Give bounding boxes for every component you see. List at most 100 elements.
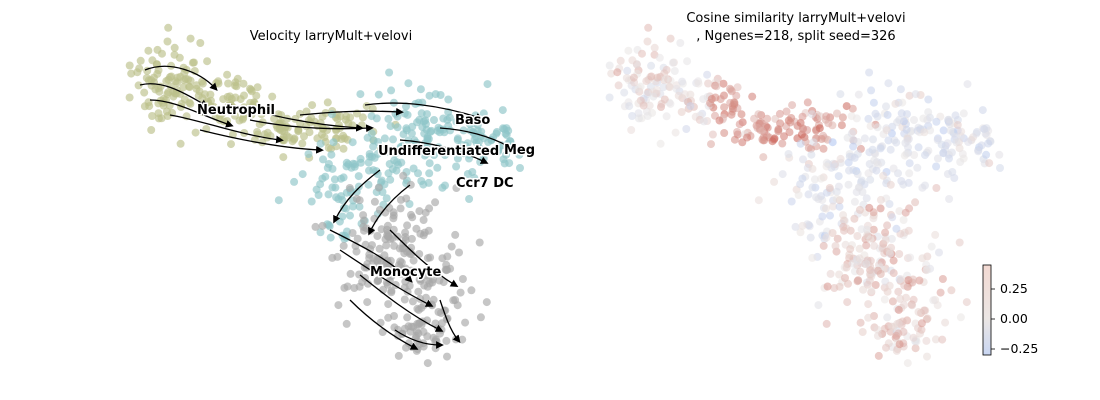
- cell-point: [865, 69, 873, 77]
- cell-point: [792, 223, 800, 231]
- cell-point: [477, 313, 485, 321]
- cell-point: [826, 184, 834, 192]
- cell-point: [316, 180, 324, 188]
- cell-point: [268, 93, 276, 101]
- cell-point: [385, 204, 393, 212]
- cell-point: [387, 86, 395, 94]
- cell-point: [905, 204, 913, 212]
- cell-point: [357, 155, 365, 163]
- cell-point: [799, 222, 807, 230]
- cell-point: [369, 143, 377, 151]
- cell-point: [675, 92, 683, 100]
- cell-point: [940, 149, 948, 157]
- cell-point: [656, 54, 664, 62]
- cell-point: [851, 198, 859, 206]
- cell-point: [384, 115, 392, 123]
- cosine-points: [606, 24, 1004, 367]
- cell-point: [343, 320, 351, 328]
- cosine-plot-title-line1: Cosine similarity larryMult+velovi: [686, 11, 905, 26]
- cell-point: [298, 140, 306, 148]
- cell-point: [177, 140, 185, 148]
- cell-point: [387, 122, 395, 130]
- cluster-label-baso: Baso: [455, 113, 490, 128]
- cell-point: [233, 82, 241, 90]
- cell-point: [467, 286, 475, 294]
- cell-point: [164, 112, 172, 120]
- cell-point: [947, 286, 955, 294]
- cell-point: [144, 47, 152, 55]
- cell-point: [381, 134, 389, 142]
- cell-point: [903, 150, 911, 158]
- cell-point: [368, 129, 376, 137]
- cell-point: [839, 223, 847, 231]
- cell-point: [676, 39, 684, 47]
- cell-point: [414, 288, 422, 296]
- cell-point: [716, 117, 724, 125]
- cell-point: [385, 169, 393, 177]
- cell-point: [845, 181, 853, 189]
- cell-point: [866, 235, 874, 243]
- cell-point: [887, 146, 895, 154]
- cell-point: [633, 60, 641, 68]
- cell-point: [703, 71, 711, 79]
- cell-point: [443, 266, 451, 274]
- cell-point: [433, 164, 441, 172]
- cell-point: [408, 213, 416, 221]
- cell-point: [397, 204, 405, 212]
- cell-point: [956, 239, 964, 247]
- cell-point: [733, 128, 741, 136]
- cell-point: [862, 260, 870, 268]
- cell-point: [736, 120, 744, 128]
- cell-point: [837, 155, 845, 163]
- cell-point: [887, 323, 895, 331]
- cell-point: [340, 242, 348, 250]
- cosine-panel: Cosine similarity larryMult+velovi , Nge…: [606, 11, 1004, 367]
- cell-point: [709, 131, 717, 139]
- cell-point: [430, 116, 438, 124]
- cell-point: [824, 119, 832, 127]
- cell-point: [657, 140, 665, 148]
- cell-point: [786, 118, 794, 126]
- cell-point: [353, 110, 361, 118]
- cell-point: [996, 164, 1004, 172]
- cell-point: [897, 275, 905, 283]
- cell-point: [720, 103, 728, 111]
- cell-point: [401, 296, 409, 304]
- cell-point: [158, 50, 166, 58]
- cell-point: [956, 158, 964, 166]
- cell-point: [947, 127, 955, 135]
- cell-point: [883, 221, 891, 229]
- cell-point: [403, 126, 411, 134]
- cell-point: [454, 136, 462, 144]
- cell-point: [913, 164, 921, 172]
- cell-point: [874, 267, 882, 275]
- cell-point: [820, 242, 828, 250]
- cell-point: [849, 166, 857, 174]
- cell-point: [669, 59, 677, 67]
- cell-point: [332, 127, 340, 135]
- cell-point: [869, 146, 877, 154]
- cell-point: [833, 110, 841, 118]
- cell-point: [324, 98, 332, 106]
- cell-point: [759, 153, 767, 161]
- cell-point: [960, 109, 968, 117]
- cell-point: [192, 129, 200, 137]
- cluster-label-neutrophil: Neutrophil: [197, 103, 275, 118]
- cell-point: [465, 195, 473, 203]
- cell-point: [872, 167, 880, 175]
- cell-point: [920, 128, 928, 136]
- cell-point: [452, 163, 460, 171]
- cell-point: [911, 198, 919, 206]
- cell-point: [849, 143, 857, 151]
- cell-point: [143, 74, 151, 82]
- cell-point: [196, 39, 204, 47]
- cell-point: [883, 313, 891, 321]
- cell-point: [818, 213, 826, 221]
- cell-point: [888, 213, 896, 221]
- cell-point: [897, 85, 905, 93]
- cell-point: [240, 80, 248, 88]
- cell-point: [444, 96, 452, 104]
- cell-point: [865, 169, 873, 177]
- cell-point: [160, 102, 168, 110]
- cell-point: [881, 229, 889, 237]
